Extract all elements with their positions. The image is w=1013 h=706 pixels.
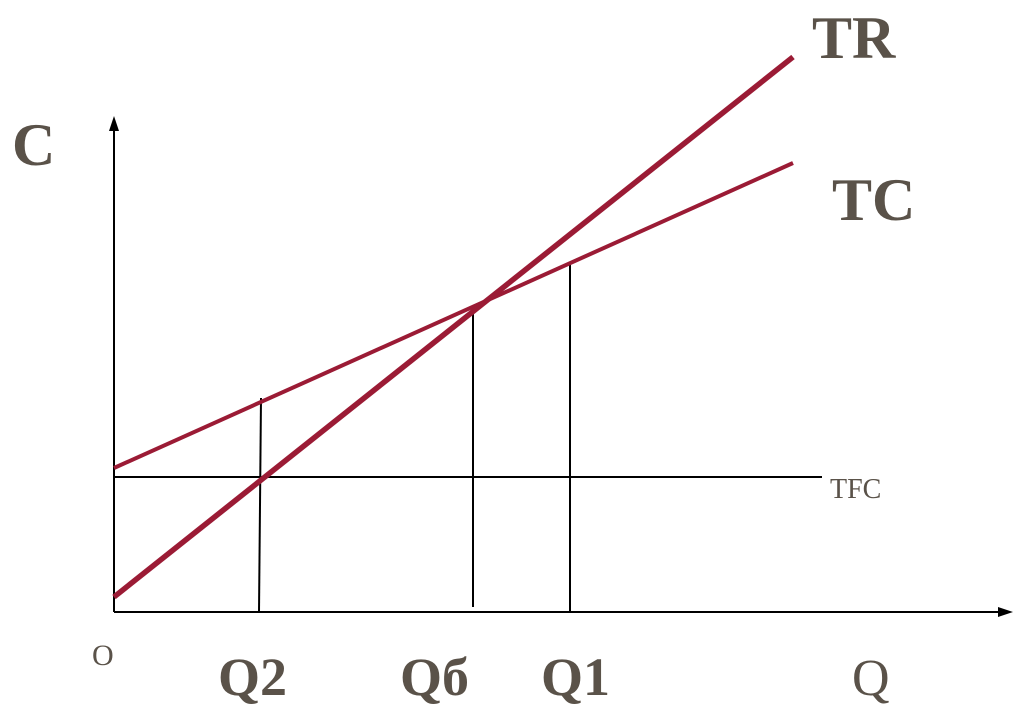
tfc-label: TFC xyxy=(830,474,881,505)
x-axis-label: Q xyxy=(852,650,890,706)
origin-label: O xyxy=(92,639,114,672)
x-axis-arrow xyxy=(998,607,1013,617)
tr-curve xyxy=(112,54,795,600)
tc-label: TC xyxy=(832,167,915,233)
tc-curve xyxy=(113,161,794,470)
q2-guide-line xyxy=(258,397,262,613)
y-axis-label: C xyxy=(12,112,55,178)
qb-label: Qб xyxy=(400,647,469,706)
y-axis-arrow xyxy=(109,116,119,131)
tr-label: TR xyxy=(812,5,896,71)
q1-label: Q1 xyxy=(541,647,610,706)
q2-label: Q2 xyxy=(218,647,287,706)
